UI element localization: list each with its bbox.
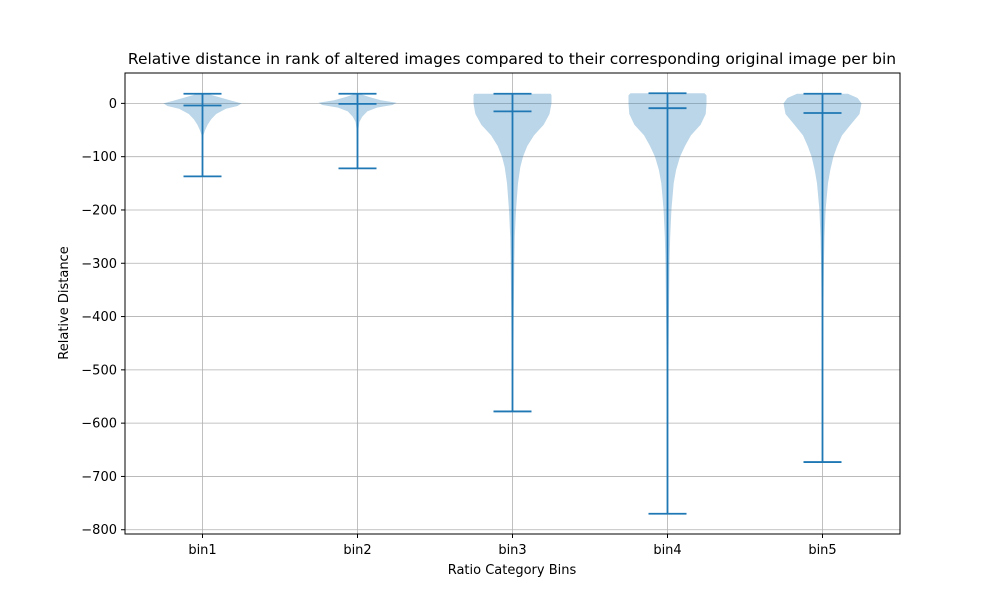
y-tick-label: −600 bbox=[81, 417, 117, 432]
y-axis-label: Relative Distance bbox=[57, 246, 72, 359]
ticks: 0 −100 −200 −300 −400 −500 −600 −700 −800 bin1 bin… bbox=[81, 97, 836, 558]
y-tick-label: −300 bbox=[81, 257, 117, 272]
x-axis-label: Ratio Category Bins bbox=[448, 563, 577, 578]
x-tick-label: bin3 bbox=[498, 543, 526, 558]
y-tick-label: −800 bbox=[81, 523, 117, 538]
y-tick-label: 0 bbox=[109, 97, 117, 112]
x-tick-label: bin4 bbox=[653, 543, 681, 558]
y-tick-label: −100 bbox=[81, 150, 117, 165]
x-tick-label: bin5 bbox=[808, 543, 836, 558]
x-tick-label: bin2 bbox=[343, 543, 371, 558]
chart-title: Relative distance in rank of altered ima… bbox=[128, 50, 896, 68]
violin-lines bbox=[183, 92, 842, 515]
y-tick-label: −200 bbox=[81, 203, 117, 218]
y-tick-label: −400 bbox=[81, 310, 117, 325]
y-tick-label: −700 bbox=[81, 470, 117, 485]
x-tick-label: bin1 bbox=[188, 543, 216, 558]
y-tick-label: −500 bbox=[81, 363, 117, 378]
